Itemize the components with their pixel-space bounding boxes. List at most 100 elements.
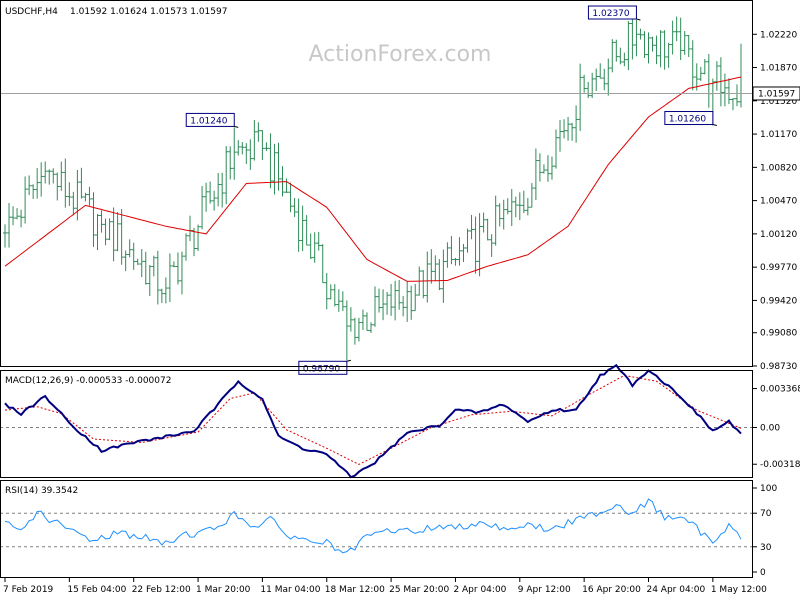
ohlc-bar xyxy=(433,255,438,282)
ohlc-bar xyxy=(260,129,265,161)
ohlc-bar xyxy=(650,36,655,52)
price-callout-box xyxy=(587,5,637,20)
ohlc-bar xyxy=(373,286,378,327)
ohlc-bar xyxy=(332,284,337,307)
ohlc-bar xyxy=(413,283,418,312)
ohlc-bar xyxy=(268,133,273,189)
ohlc-bar xyxy=(55,172,60,201)
ohlc-bar xyxy=(39,162,44,197)
ohlc-bar xyxy=(678,17,683,60)
ohlc-bar xyxy=(630,17,635,60)
ohlc-bar xyxy=(212,190,217,211)
ohlc-bar xyxy=(183,233,188,261)
ohlc-bar xyxy=(35,168,40,199)
time-axis-label: 16 Apr 20:00 xyxy=(582,585,641,595)
ohlc-bar xyxy=(324,272,329,310)
ohlc-bars xyxy=(3,16,743,361)
price-panel-frame xyxy=(0,0,753,367)
ohlc-bar xyxy=(163,277,168,304)
ohlc-bar xyxy=(694,63,699,91)
price-panel: ActionForex.com 1.012400.987901.023701.0… xyxy=(0,0,800,375)
ohlc-bar xyxy=(248,139,253,170)
time-axis: 7 Feb 2019 15 Feb 04:00 22 Feb 12:00 1 Mar … xyxy=(3,578,767,595)
price-axis-label: 1.01870 xyxy=(760,64,797,74)
ohlc-bar xyxy=(553,129,558,169)
ohlc-bar xyxy=(634,20,639,57)
ohlc-bar xyxy=(425,251,430,303)
time-axis-label: 22 Feb 12:00 xyxy=(132,585,191,595)
ohlc-bar xyxy=(453,257,458,266)
ohlc-bar xyxy=(155,250,160,305)
current-price-label: 1.01597 xyxy=(758,89,795,99)
ohlc-bar xyxy=(59,161,64,191)
ohlc-bar xyxy=(151,255,156,277)
ohlc-bar xyxy=(670,20,675,55)
ohlc-bar xyxy=(99,210,104,233)
ohlc-bar xyxy=(734,84,739,107)
ohlc-bar xyxy=(377,288,382,313)
price-callout-leader xyxy=(346,359,351,362)
price-axis-label: 1.00120 xyxy=(760,230,797,240)
ohlc-bar xyxy=(485,218,490,241)
ohlc-bar xyxy=(107,218,112,241)
ohlc-bar xyxy=(312,232,317,263)
price-callout-label: 1.01240 xyxy=(190,116,227,126)
time-axis-label: 2 Apr 04:00 xyxy=(453,585,506,595)
ohlc-bar xyxy=(501,199,506,230)
time-axis-label: 15 Feb 04:00 xyxy=(67,585,126,595)
ohlc-bar xyxy=(171,261,176,268)
ohlc-bar xyxy=(401,296,406,317)
ohlc-bar xyxy=(27,175,32,196)
ohlc-bar xyxy=(618,47,623,65)
ohlc-bar xyxy=(196,224,201,251)
ohlc-bar xyxy=(224,145,229,205)
ohlc-bar xyxy=(83,192,88,202)
macd-axis-label: 0.00 xyxy=(760,423,780,433)
price-callout: 1.01240 xyxy=(185,112,239,128)
ohlc-bar xyxy=(139,249,144,278)
ohlc-bar xyxy=(47,169,52,185)
rsi-axis-label: 100 xyxy=(760,484,777,494)
ohlc-bar xyxy=(457,237,462,266)
ohlc-bar xyxy=(385,291,390,315)
ohlc-bar xyxy=(216,172,221,207)
watermark: ActionForex.com xyxy=(309,42,492,67)
rsi-axis-label: 30 xyxy=(760,543,772,553)
ohlc-bar xyxy=(421,270,426,299)
ohlc-bar xyxy=(582,74,587,93)
price-callout-box xyxy=(185,112,235,127)
macd-line xyxy=(4,363,742,479)
ohlc-bar xyxy=(336,289,341,312)
ohlc-bar xyxy=(570,122,575,141)
ohlc-bar xyxy=(87,186,92,206)
price-callout: 1.01260 xyxy=(664,111,717,127)
ohlc-bar xyxy=(320,244,325,284)
ohlc-bar xyxy=(220,172,225,208)
time-axis-label: 1 Mar 20:00 xyxy=(196,585,251,595)
ohlc-bar xyxy=(328,284,333,300)
ohlc-bar xyxy=(264,142,269,151)
price-axis-label: 0.99420 xyxy=(760,296,797,306)
price-axis-label: 1.01170 xyxy=(760,130,797,140)
symbol-label: USDCHF,H4 xyxy=(5,7,58,17)
ohlc-bar xyxy=(356,317,361,342)
ohlc-bar xyxy=(300,205,305,252)
ohlc-bar xyxy=(344,300,349,361)
ohlc-bar xyxy=(252,119,257,161)
ohlc-bar xyxy=(638,28,643,40)
ohlc-bar xyxy=(626,20,631,71)
ohlc-bar xyxy=(429,249,434,284)
ohlc-bar xyxy=(368,322,373,333)
time-axis-label: 9 Apr 12:00 xyxy=(518,585,571,595)
ohlc-bar xyxy=(103,218,108,246)
ohlc-bar xyxy=(232,127,237,180)
price-axis-label: 0.98730 xyxy=(760,362,797,372)
ohlc-bar xyxy=(175,252,180,285)
ohlc-bar xyxy=(19,209,24,228)
ohlc-bar xyxy=(449,236,454,265)
ohlc-bar xyxy=(465,228,470,253)
ohlc-bar xyxy=(340,291,345,312)
price-callout-box xyxy=(664,111,714,126)
ohlc-bar xyxy=(658,30,663,68)
